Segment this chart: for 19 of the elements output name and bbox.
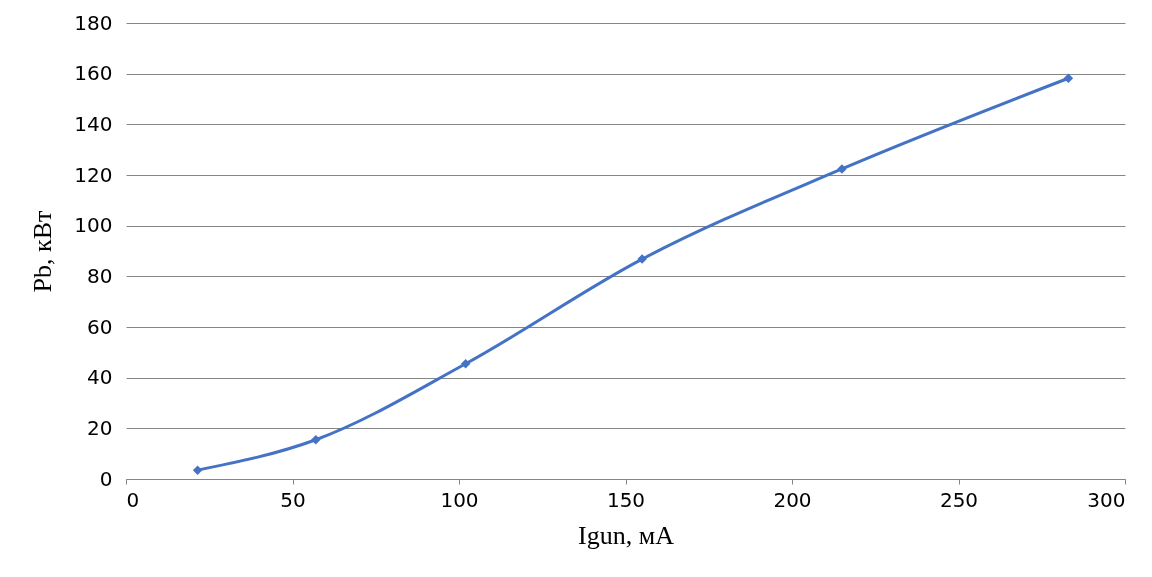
y-tick-label: 0 <box>99 466 113 491</box>
y-tick-label: 80 <box>87 263 113 288</box>
y-tick-label: 100 <box>74 213 113 238</box>
y-tick-label: 140 <box>74 111 113 136</box>
y-tick-label: 20 <box>87 415 113 440</box>
y-tick-label: 120 <box>74 162 113 187</box>
x-tick-label: 300 <box>1087 487 1126 512</box>
y-axis-title: Pb, кВт <box>28 210 58 293</box>
x-tick-label: 100 <box>440 487 479 512</box>
y-tick-label: 160 <box>74 61 113 86</box>
x-tick-label: 150 <box>606 487 646 512</box>
x-tick-label: 200 <box>773 487 812 512</box>
x-tick-label: 250 <box>939 487 979 512</box>
y-tick-label: 180 <box>74 10 113 35</box>
x-tick-label: 0 <box>126 487 140 512</box>
x-axis-title: Igun, мА <box>578 520 675 550</box>
x-tick-label: 50 <box>280 487 306 512</box>
y-tick-label: 60 <box>87 314 113 339</box>
y-tick-label: 40 <box>87 365 113 390</box>
